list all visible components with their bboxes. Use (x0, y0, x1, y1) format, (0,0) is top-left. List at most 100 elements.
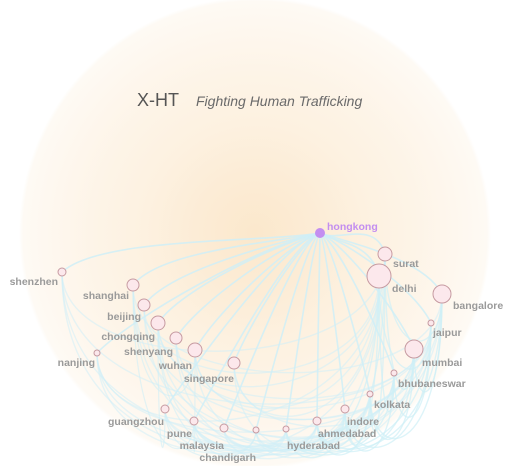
node-nanjing[interactable] (93, 349, 101, 357)
node-chandigarh[interactable] (252, 426, 260, 434)
node-label-singapore[interactable]: singapore (184, 373, 234, 385)
edge (96, 352, 287, 455)
edge-layer (61, 232, 443, 460)
hub-edge (319, 232, 395, 374)
brand-tagline: Fighting Human Trafficking (196, 93, 363, 109)
node-shenzhen[interactable] (57, 267, 67, 277)
node-chongqing[interactable] (150, 315, 166, 331)
edge (61, 271, 371, 442)
node-label-bangalore[interactable]: bangalore (453, 300, 503, 312)
node-label-chongqing[interactable]: chongqing (101, 331, 155, 343)
hub-edge (193, 232, 321, 422)
edge (285, 372, 395, 456)
node-label-jaipur[interactable]: jaipur (432, 327, 462, 339)
node-pune[interactable] (189, 416, 199, 426)
edge (157, 322, 287, 454)
node-guangzhou[interactable] (160, 404, 170, 414)
edge (255, 275, 380, 452)
node-delhi[interactable] (366, 263, 392, 289)
edge (369, 253, 386, 432)
edge (285, 322, 432, 454)
edge (143, 275, 380, 374)
hub-edge (61, 232, 321, 273)
node-shenyang[interactable] (169, 331, 183, 345)
label-layer: hongkong surat delhi bangalore jaipur mumbai b… (10, 221, 504, 464)
hub-edge (132, 232, 321, 286)
node-label-guangzhou[interactable]: guangzhou (108, 416, 164, 428)
edge (61, 253, 386, 352)
node-label-surat[interactable]: surat (393, 258, 419, 270)
node-beijing[interactable] (137, 298, 151, 312)
edge (344, 322, 432, 449)
node-label-wuhan[interactable]: wuhan (158, 360, 192, 372)
edge (316, 348, 415, 453)
node-label-shanghai[interactable]: shanghai (83, 290, 129, 302)
edge (369, 293, 443, 440)
edge (194, 348, 415, 421)
edge (132, 284, 443, 374)
node-label-nanjing[interactable]: nanjing (58, 357, 95, 369)
edge (223, 420, 318, 460)
node-shanghai[interactable] (126, 278, 140, 292)
hub-edge (255, 232, 321, 431)
node-malaysia[interactable] (219, 423, 229, 433)
node-ahmedabad[interactable] (312, 416, 322, 426)
brand-name: X-HT (137, 90, 179, 110)
hub-edge (319, 232, 346, 410)
edge (132, 284, 318, 450)
edge (316, 393, 371, 456)
node-label-hongkong[interactable]: hongkong (327, 221, 378, 233)
hub-edge (96, 232, 321, 354)
node-label-hyderabad[interactable]: hyderabad (287, 440, 340, 452)
node-label-ahmedabad[interactable]: ahmedabad (318, 428, 376, 440)
node-singapore[interactable] (227, 356, 241, 370)
node-label-malaysia[interactable]: malaysia (180, 440, 225, 452)
node-indore[interactable] (340, 404, 350, 414)
node-label-mumbai[interactable]: mumbai (422, 357, 462, 369)
hub-edge (157, 232, 321, 324)
edge (143, 304, 346, 448)
node-mumbai[interactable] (404, 339, 424, 359)
node-label-kolkata[interactable]: kolkata (374, 399, 410, 411)
hub-edge (194, 232, 321, 351)
edge (157, 322, 166, 449)
edge (255, 348, 415, 455)
node-wuhan[interactable] (187, 342, 203, 358)
edge (157, 322, 432, 400)
hub-edge (175, 232, 321, 339)
edge (132, 284, 196, 397)
node-label-pune[interactable]: pune (167, 428, 192, 440)
edge (193, 349, 196, 453)
edge (193, 420, 287, 460)
node-kolkata[interactable] (366, 390, 374, 398)
edge (164, 408, 318, 458)
node-layer (57, 228, 452, 434)
edge (378, 275, 432, 370)
node-surat[interactable] (377, 246, 393, 262)
node-bhubaneswar[interactable] (390, 369, 398, 377)
node-label-chandigarh[interactable]: chandigarh (199, 452, 256, 464)
node-bangalore[interactable] (432, 284, 452, 304)
node-hongkong[interactable] (315, 228, 325, 238)
node-jaipur[interactable] (427, 319, 435, 327)
edge (344, 372, 395, 452)
edge (369, 348, 415, 440)
edge (164, 408, 257, 459)
edge (193, 322, 432, 451)
edge (285, 408, 346, 459)
node-label-shenyang[interactable]: shenyang (124, 346, 173, 358)
node-hyderabad[interactable] (282, 425, 290, 433)
hub-edge (285, 232, 321, 430)
node-label-indore[interactable]: indore (347, 416, 379, 428)
hub-edge (316, 232, 321, 422)
node-label-shenzhen[interactable]: shenzhen (10, 276, 58, 288)
edge (233, 348, 415, 428)
edge (255, 408, 346, 459)
node-label-bhubaneswar[interactable]: bhubaneswar (398, 378, 466, 390)
node-label-delhi[interactable]: delhi (392, 283, 417, 295)
hub-edge (233, 232, 321, 364)
node-label-beijing[interactable]: beijing (107, 311, 141, 323)
hub-edge (319, 232, 371, 395)
